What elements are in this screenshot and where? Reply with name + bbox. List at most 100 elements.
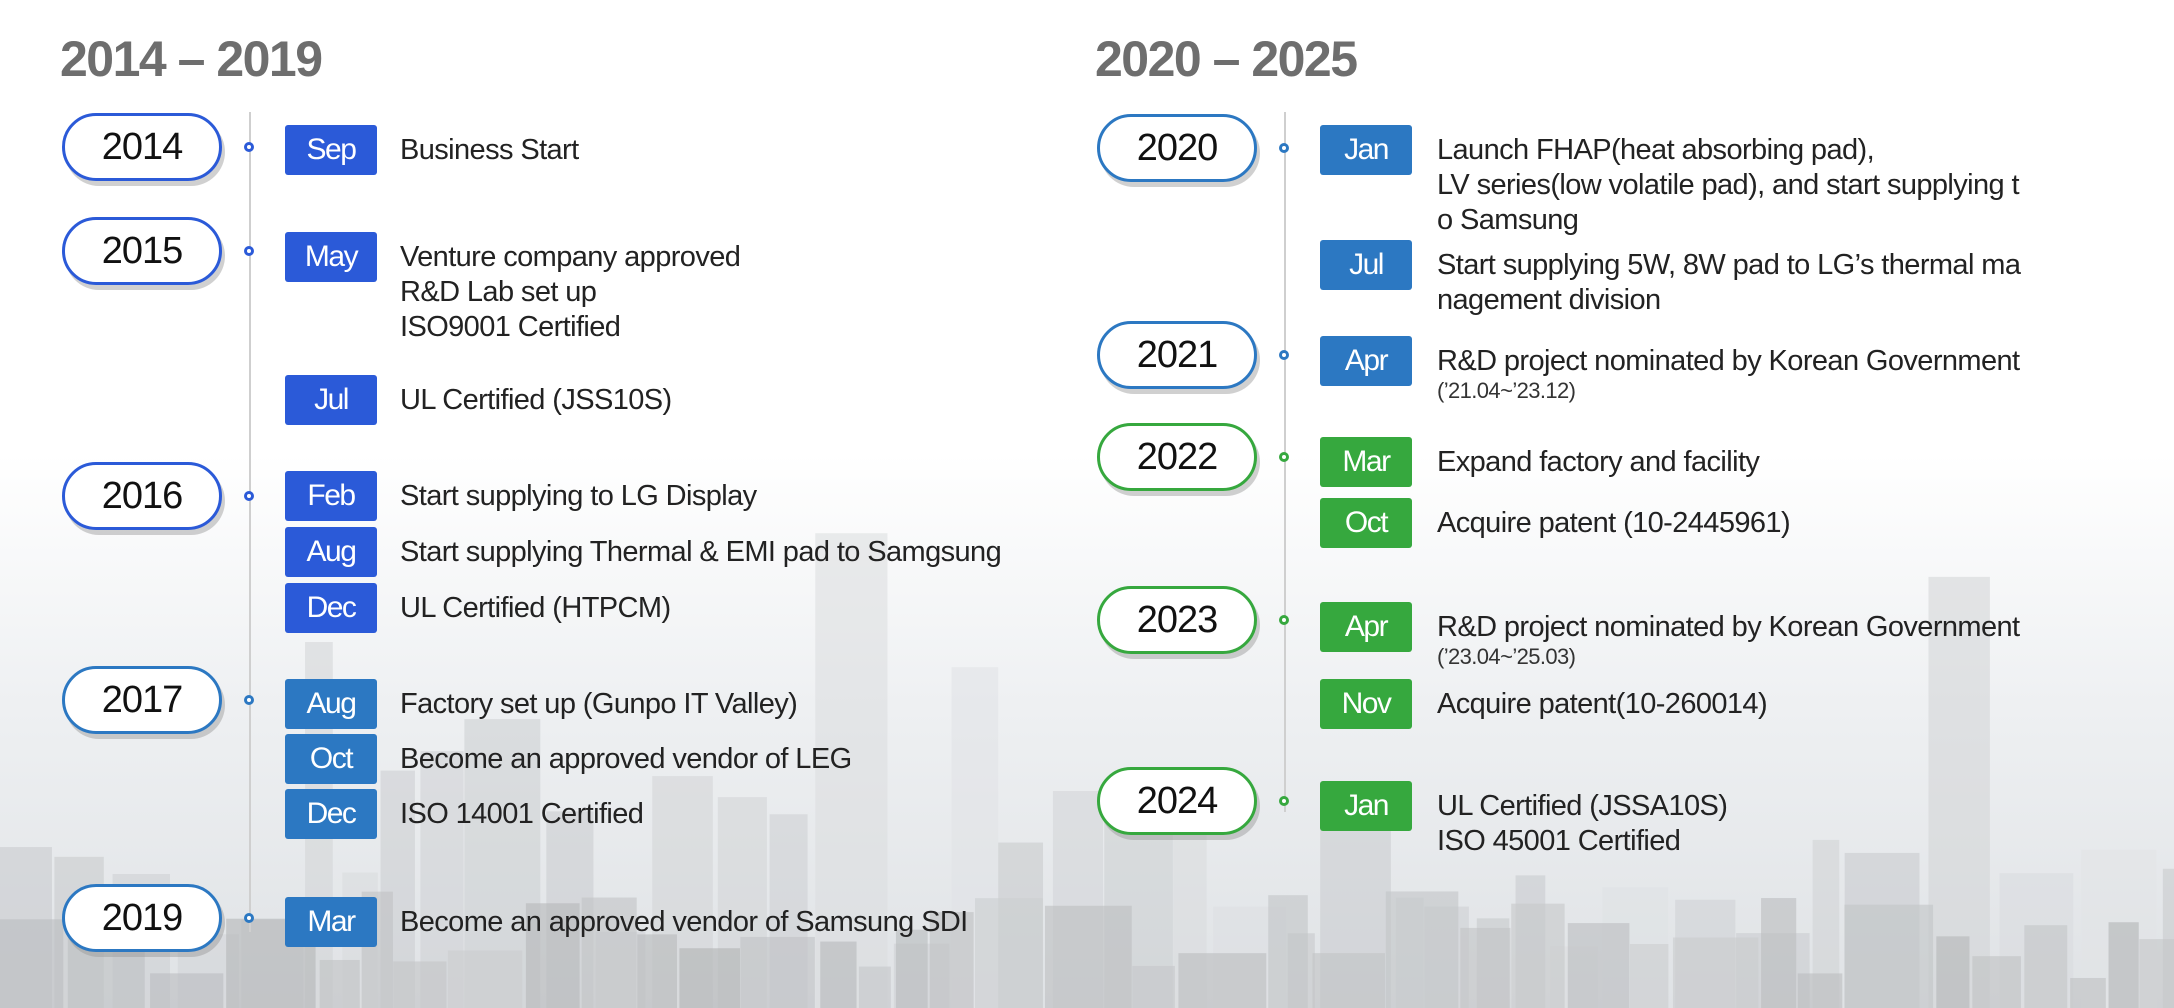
skyline-building xyxy=(1936,936,1970,1008)
timeline-axis-right xyxy=(1284,112,1286,812)
year-badge-2017: 2017 xyxy=(62,666,222,734)
event-text-line: Start supplying 5W, 8W pad to LG’s therm… xyxy=(1437,249,2021,281)
skyline-building xyxy=(525,903,580,1008)
skyline-building xyxy=(1629,944,1669,1008)
event-text-line: Factory set up (Gunpo IT Valley) xyxy=(400,688,798,720)
event-text-line: Become an approved vendor of Samsung SDI xyxy=(400,906,968,938)
year-badge-2024: 2024 xyxy=(1097,767,1257,835)
skyline-building xyxy=(2070,977,2106,1008)
month-badge-aug: Aug xyxy=(285,527,377,577)
event-description: R&D project nominated by Korean Governme… xyxy=(1437,344,2020,403)
skyline-building xyxy=(929,912,974,1008)
month-badge-dec: Dec xyxy=(285,583,377,633)
timeline-dot-2014 xyxy=(244,142,254,152)
timeline-dot-2017 xyxy=(244,695,254,705)
event-period: (’21.04~’23.12) xyxy=(1437,378,1576,403)
timeline-dot-2023 xyxy=(1279,615,1289,625)
skyline-building xyxy=(1268,895,1308,1008)
event-text-line: Business Start xyxy=(400,134,579,166)
skyline-building xyxy=(1511,903,1565,1008)
skyline-building xyxy=(895,929,928,1008)
skyline-building xyxy=(1312,953,1385,1008)
skyline-building xyxy=(1928,576,1990,1008)
month-badge-may: May xyxy=(285,232,377,282)
month-badge-jan: Jan xyxy=(1320,781,1412,831)
event-description: Acquire patent (10-2445961) xyxy=(1437,506,1791,541)
event-text-line: R&D project nominated by Korean Governme… xyxy=(1437,611,2020,643)
event-text-line: R&D Lab set up xyxy=(400,276,597,308)
timeline-dot-2015 xyxy=(244,246,254,256)
event-description: Launch FHAP(heat absorbing pad), LV serie… xyxy=(1437,133,2020,238)
year-badge-2021: 2021 xyxy=(1097,321,1257,389)
month-badge-apr: Apr xyxy=(1320,602,1412,652)
event-description: Venture company approved R&D Lab set up IS… xyxy=(400,240,741,345)
event-text-line: Venture company approved xyxy=(400,241,741,273)
event-text-line: nagement division xyxy=(1437,284,1661,316)
event-description: UL Certified (JSS10S) xyxy=(400,383,672,418)
skyline-building xyxy=(975,898,1043,1008)
skyline-building xyxy=(1761,898,1797,1008)
event-text-line: Start supplying Thermal & EMI pad to Sam… xyxy=(400,536,1002,568)
skyline-building xyxy=(581,897,637,1008)
timeline-dot-2021 xyxy=(1279,350,1289,360)
event-text-line: ISO 45001 Certified xyxy=(1437,825,1681,857)
skyline-building xyxy=(1385,891,1459,1008)
skyline-building xyxy=(1844,904,1934,1008)
event-description: Become an approved vendor of LEG xyxy=(400,742,852,777)
event-text-line: R&D project nominated by Korean Governme… xyxy=(1437,345,2020,377)
skyline-building xyxy=(319,959,360,1008)
skyline-building xyxy=(820,941,857,1008)
event-description: Factory set up (Gunpo IT Valley) xyxy=(400,687,798,722)
skyline-building xyxy=(1567,923,1630,1008)
skyline-building xyxy=(150,973,224,1008)
skyline-building xyxy=(2108,922,2139,1008)
event-text-line: Acquire patent (10-2445961) xyxy=(1437,507,1791,539)
skyline-building xyxy=(815,533,888,1008)
event-description: R&D project nominated by Korean Governme… xyxy=(1437,610,2020,669)
event-period: (’23.04~’25.03) xyxy=(1437,644,1576,669)
skyline-building xyxy=(2162,868,2174,1008)
event-description: Expand factory and facility xyxy=(1437,445,1760,480)
skyline-building xyxy=(1044,905,1132,1008)
month-badge-dec: Dec xyxy=(285,789,377,839)
skyline-building xyxy=(1797,973,1843,1008)
month-badge-feb: Feb xyxy=(285,471,377,521)
year-badge-2022: 2022 xyxy=(1097,423,1257,491)
month-badge-oct: Oct xyxy=(285,734,377,784)
event-description: UL Certified (JSSA10S) ISO 45001 Certifie… xyxy=(1437,789,1728,859)
skyline-building xyxy=(0,919,64,1008)
timeline-dot-2022 xyxy=(1279,452,1289,462)
event-text-line: Acquire patent(10-260014) xyxy=(1437,688,1768,720)
month-badge-apr: Apr xyxy=(1320,336,1412,386)
event-description: Start supplying Thermal & EMI pad to Sam… xyxy=(400,535,1002,570)
timeline-dot-2020 xyxy=(1279,143,1289,153)
skyline-building xyxy=(858,966,891,1008)
timeline-axis-left xyxy=(249,112,251,932)
month-badge-sep: Sep xyxy=(285,125,377,175)
event-description: Start supplying to LG Display xyxy=(400,479,757,514)
skyline-building xyxy=(637,934,677,1008)
skyline-building xyxy=(2139,939,2174,1008)
timeline-dot-2024 xyxy=(1279,796,1289,806)
event-text-line: Become an approved vendor of LEG xyxy=(400,743,852,775)
skyline-building xyxy=(1460,927,1511,1008)
event-text-line: LV series(low volatile pad), and start s… xyxy=(1437,169,2020,201)
month-badge-mar: Mar xyxy=(285,897,377,947)
year-badge-2020: 2020 xyxy=(1097,114,1257,182)
year-badge-2014: 2014 xyxy=(62,113,222,181)
month-badge-jul: Jul xyxy=(1320,240,1412,290)
heading-2020-2025: 2020 – 2025 xyxy=(1095,31,1358,87)
event-text-line: Expand factory and facility xyxy=(1437,446,1760,478)
skyline-building xyxy=(1972,956,2021,1008)
year-badge-2015: 2015 xyxy=(62,217,222,285)
event-text-line: UL Certified (JSSA10S) xyxy=(1437,790,1728,822)
heading-2014-2019: 2014 – 2019 xyxy=(60,31,323,87)
month-badge-jul: Jul xyxy=(285,375,377,425)
event-text-line: ISO 14001 Certified xyxy=(400,798,644,830)
event-description: Acquire patent(10-260014) xyxy=(1437,687,1768,722)
year-badge-2016: 2016 xyxy=(62,462,222,530)
month-badge-oct: Oct xyxy=(1320,498,1412,548)
event-description: ISO 14001 Certified xyxy=(400,797,644,832)
event-text-line: UL Certified (JSS10S) xyxy=(400,384,672,416)
skyline-building xyxy=(447,950,523,1008)
